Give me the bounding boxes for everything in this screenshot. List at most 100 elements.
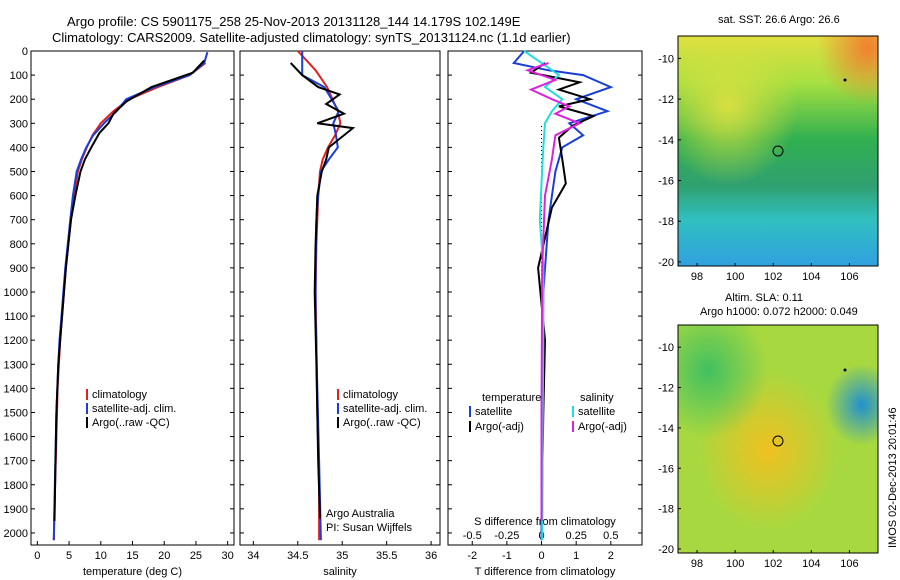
temperature-xtick-label: 10 (95, 550, 107, 562)
sla_map-axes: 98 100 102 104 106 -10 -12 -14 -16 -18 -20 (658, 342, 859, 570)
temperature-xtick-label: 5 (66, 550, 72, 562)
depth-tick-label: 1800 (4, 480, 28, 492)
salinity-xtick-label: 35.5 (376, 550, 397, 562)
sdiff-tick-label: 0.5 (603, 530, 618, 542)
sst-map-title: sat. SST: 26.6 Argo: 26.6 (718, 14, 840, 26)
temperature-series-argo (53, 59, 205, 521)
difference-series-S-satellite (523, 50, 564, 541)
depth-tick-label: 2000 (4, 528, 28, 540)
temperature-xlabel: temperature (deg C) (83, 566, 182, 578)
difference-xtick-label: 2 (608, 550, 614, 562)
depth-tick-label: 1200 (4, 335, 28, 347)
diff-legend-label: Argo(-adj) (578, 421, 627, 433)
temperature-legend-label: climatology (92, 389, 148, 401)
sla_map-ytick-label: -14 (658, 423, 674, 435)
sla-float-dot (843, 368, 847, 372)
temperature-xtick-label: 20 (158, 550, 170, 562)
sla_map-xtick-label: 100 (726, 558, 744, 570)
sst_map-xtick-label: 106 (840, 271, 858, 283)
diff-legend-label: satellite (578, 406, 615, 418)
sst_map-xtick-label: 98 (691, 271, 703, 283)
diff-legend-label: satellite (475, 406, 512, 418)
sst_map-xtick-label: 104 (802, 271, 820, 283)
temperature-xtick-label: 30 (222, 550, 234, 562)
depth-tick-label: 1300 (4, 359, 28, 371)
salinity-xtick-label: 34 (247, 550, 259, 562)
sla_map-xtick-label: 104 (802, 558, 820, 570)
salinity-xtick-label: 34.5 (287, 550, 308, 562)
depth-tick-label: 600 (10, 191, 28, 203)
depth-tick-label: 400 (10, 142, 28, 154)
difference-xtick-label: -2 (467, 550, 477, 562)
difference-xtick-label: 0 (538, 550, 544, 562)
temperature-xtick-label: 0 (34, 550, 40, 562)
sst_map-ytick-label: -14 (658, 135, 674, 147)
salinity-xtick-label: 36 (425, 550, 437, 562)
sst-argo-marker (772, 145, 784, 157)
depth-tick-label: 1600 (4, 432, 28, 444)
difference-xtick-label: -1 (502, 550, 512, 562)
difference-xlabel: T difference from climatology (475, 566, 616, 578)
sla_map-xtick-label: 102 (764, 558, 782, 570)
salinity-series-argo (289, 62, 356, 519)
difference-series-S-argo (524, 62, 583, 521)
temperature-xtick-label: 15 (126, 550, 138, 562)
depth-tick-label: 500 (10, 166, 28, 178)
salinity-frame (239, 50, 441, 546)
depth-tick-label: 1900 (4, 504, 28, 516)
sla-map-subtitle: Argo h1000: 0.072 h2000: 0.049 (700, 306, 858, 318)
temperature-legend-label: Argo(..raw -QC) (92, 417, 170, 429)
sla-map (677, 324, 879, 554)
sst_map-axes: 98 100 102 104 106 -10 -12 -14 -16 -18 -20 (658, 53, 859, 283)
legend-title-temperature: temperature (482, 392, 541, 404)
temperature-legend-label: satellite-adj. clim. (92, 403, 176, 415)
depth-tick-label: 1400 (4, 383, 28, 395)
depth-tick-label: 900 (10, 263, 28, 275)
depth-tick-label: 700 (10, 215, 28, 227)
difference-series-T-satellite (511, 50, 614, 541)
depth-tick-label: 800 (10, 239, 28, 251)
sdiff-tick-label: 0.25 (565, 530, 586, 542)
legend-title-salinity: salinity (580, 392, 614, 404)
salinity-xlabel: salinity (323, 566, 357, 578)
sla_map-xtick-label: 98 (691, 558, 703, 570)
panel-difference: -2 -1 0 1 2 T difference from climatology -0.5… (447, 50, 643, 578)
salinity-legend-label: satellite-adj. clim. (343, 403, 427, 415)
difference-xtick-label: 1 (573, 550, 579, 562)
sla_map-ytick-label: -16 (658, 463, 674, 475)
sla_map-ytick-label: -18 (658, 504, 674, 516)
annotation-line-2: PI: Susan Wijffels (326, 522, 412, 534)
depth-tick-label: 100 (10, 70, 28, 82)
salinity-legend-label: climatology (343, 389, 399, 401)
sla_map-ytick-label: -10 (658, 342, 674, 354)
temperature-xtick-label: 25 (190, 550, 202, 562)
sst-map (677, 35, 879, 267)
panel-temperature: 0 5 10 15 20 25 30 temperature (deg C) 0 100 200 30… (4, 46, 235, 578)
salinity-legend-label: Argo(..raw -QC) (343, 417, 421, 429)
sla_map-ytick-label: -12 (658, 383, 674, 395)
sla-argo-marker (772, 435, 784, 447)
title-line-2: Climatology: CARS2009. Satellite-adjuste… (52, 30, 571, 45)
temperature-frame (30, 50, 235, 546)
sst_map-xtick-label: 100 (726, 271, 744, 283)
depth-tick-label: 300 (10, 118, 28, 130)
sla-map-title: Altim. SLA: 0.11 (725, 292, 804, 304)
title-line-1: Argo profile: CS 5901175_258 25-Nov-2013… (67, 14, 521, 29)
sst_map-ytick-label: -18 (658, 216, 674, 228)
sst_map-ytick-label: -20 (658, 257, 674, 269)
annotation-line-1: Argo Australia (326, 508, 395, 520)
depth-tick-label: 1100 (4, 311, 28, 323)
depth-tick-label: 1500 (4, 407, 28, 419)
sla_map-xtick-label: 106 (840, 558, 858, 570)
sst_map-ytick-label: -12 (658, 94, 674, 106)
depth-tick-label: 0 (22, 46, 28, 58)
sst_map-xtick-label: 102 (764, 271, 782, 283)
sst_map-ytick-label: -10 (658, 53, 674, 65)
diff-legend-label: Argo(-adj) (475, 421, 524, 433)
depth-tick-label: 1700 (4, 456, 28, 468)
depth-tick-label: 200 (10, 94, 28, 106)
salinity-xtick-label: 35 (336, 550, 348, 562)
sdiff-tick-label: -0.5 (463, 530, 482, 542)
depth-tick-label: 1000 (4, 287, 28, 299)
